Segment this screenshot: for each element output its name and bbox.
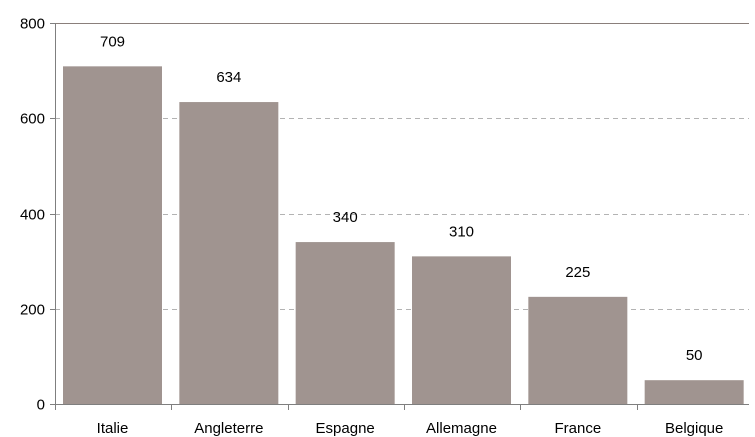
- bar-france: [528, 296, 628, 404]
- bar-belgique: [644, 380, 744, 404]
- axis-layer: [50, 23, 749, 410]
- category-label-allemagne: Allemagne: [426, 420, 497, 437]
- category-label-italie: Italie: [97, 420, 129, 437]
- category-label-angleterre: Angleterre: [194, 420, 263, 437]
- bar-layer: [63, 66, 744, 405]
- category-label-espagne: Espagne: [316, 420, 375, 437]
- y-tick-label-0: 0: [37, 397, 45, 414]
- y-tick-label-200: 200: [20, 302, 45, 319]
- bar-italie: [63, 66, 162, 405]
- data-label-belgique: 50: [686, 347, 703, 364]
- category-label-france: France: [554, 420, 601, 437]
- y-tick-label-600: 600: [20, 111, 45, 128]
- data-label-angleterre: 634: [216, 69, 241, 86]
- data-label-italie: 709: [100, 33, 125, 50]
- y-tick-label-800: 800: [20, 16, 45, 33]
- bar-angleterre: [179, 102, 279, 405]
- category-label-belgique: Belgique: [665, 420, 723, 437]
- label-layer: 709 Italie 634 Angleterre 340 Espagne 310 Allem…: [20, 16, 723, 437]
- grid-layer: [55, 23, 749, 310]
- bar-allemagne: [412, 256, 511, 404]
- data-label-allemagne: 310: [449, 223, 474, 240]
- data-label-france: 225: [565, 264, 590, 281]
- data-label-espagne: 340: [333, 209, 358, 226]
- bar-espagne: [295, 242, 395, 404]
- y-tick-label-400: 400: [20, 207, 45, 224]
